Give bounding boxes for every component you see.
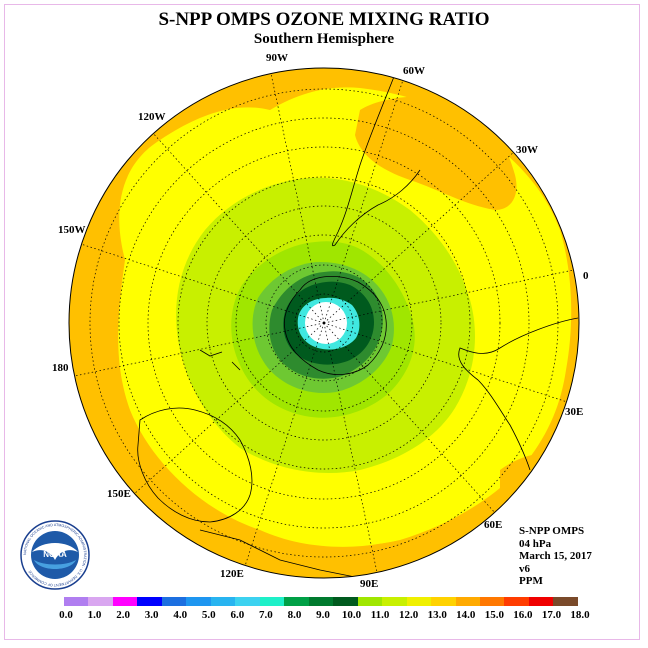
colorbar-tick-label: 11.0: [370, 609, 390, 621]
patch-orange-ne: [355, 96, 517, 210]
map-title: S-NPP OMPS OZONE MIXING RATIO: [158, 9, 490, 30]
noaa-logo: NOAA NATIONAL OCEANIC AND ATMOSPHERIC AD…: [20, 520, 90, 590]
colorbar-segment: [284, 597, 309, 606]
logo-text: NOAA: [43, 550, 67, 559]
meridian-line: [243, 322, 325, 571]
band-white-center: [305, 302, 347, 344]
longitude-label: 60E: [484, 519, 503, 531]
coast-antarctica: [283, 275, 387, 375]
coastlines: [137, 73, 579, 578]
colorbar-segment: [64, 597, 89, 606]
colorbar-tick-label: 8.0: [287, 609, 302, 621]
colorbar-tick-label: 3.0: [144, 609, 159, 621]
coast-asia-islands: [199, 529, 361, 578]
colorbar-tick-label: 17.0: [541, 609, 562, 621]
colorbar-segment: [88, 597, 113, 606]
colorbar-segment: [357, 597, 383, 606]
colorbar-tick-label: 2.0: [116, 609, 130, 621]
meridian-line: [69, 322, 325, 378]
colorbar-segment: [112, 597, 138, 606]
coast-new-zealand: [199, 349, 241, 371]
map-border: [68, 67, 580, 579]
meridians: [69, 68, 579, 578]
meridian-line: [149, 129, 325, 324]
info-block: S-NPP OMPS 04 hPa March 15, 2017 v6 PPM: [519, 525, 592, 588]
meridian-line: [76, 242, 325, 324]
meridian-line: [323, 322, 379, 578]
longitude-label: 90E: [360, 578, 379, 590]
patch-orange-s: [290, 490, 540, 578]
meridian-line: [269, 68, 325, 324]
meridian-line: [323, 148, 518, 324]
longitude-label: 0: [583, 270, 589, 282]
meridian-line: [323, 268, 579, 324]
longitude-label: 120W: [138, 111, 166, 123]
colorbar-segment: [406, 597, 432, 606]
colorbar-tick-label: 5.0: [201, 609, 216, 621]
info-level: 04 hPa: [519, 537, 552, 550]
colorbar-segment: [553, 597, 578, 606]
map-subtitle: Southern Hemisphere: [253, 31, 395, 47]
colorbar-segment: [382, 597, 407, 606]
longitude-label: 150W: [58, 224, 86, 236]
colorbar-tick-label: 7.0: [259, 609, 273, 621]
coast-australia: [137, 407, 253, 523]
colorbar-segment: [308, 597, 334, 606]
longitude-label: 150E: [107, 488, 131, 500]
longitude-label: 60W: [403, 65, 425, 77]
colorbar-tick-label: 10.0: [341, 609, 362, 621]
coast-south-america: [332, 73, 421, 247]
longitude-label: 180: [52, 362, 69, 374]
colorbar-tick-label: 4.0: [173, 609, 188, 621]
colorbar-tick-label: 14.0: [456, 609, 476, 621]
coast-africa: [458, 317, 579, 471]
colorbar-segment: [161, 597, 187, 606]
colorbar-tick-label: 6.0: [230, 609, 245, 621]
colorbar-segment: [259, 597, 285, 606]
colorbar-tick-label: 12.0: [399, 609, 419, 621]
info-units: PPM: [519, 575, 543, 587]
meridian-line: [323, 322, 499, 517]
colorbar-segment: [235, 597, 260, 606]
colorbar-tick-label: 15.0: [484, 609, 504, 621]
colorbar-tick-label: 9.0: [316, 609, 330, 621]
colorbar-tick-label: 18.0: [570, 609, 590, 621]
longitude-label: 120E: [220, 568, 244, 580]
info-date: March 15, 2017: [519, 550, 592, 562]
latitude-circles: [89, 88, 559, 558]
meridian-line: [323, 75, 405, 324]
info-product: S-NPP OMPS: [519, 525, 585, 537]
colorbar-segment: [479, 597, 505, 606]
colorbar-segment: [504, 597, 529, 606]
colorbar-segment: [333, 597, 358, 606]
colorbar-segment: [455, 597, 480, 606]
colorbar-tick-label: 13.0: [427, 609, 447, 621]
colorbar-tick-label: 1.0: [87, 609, 102, 621]
colorbar-tick-label: 0.0: [59, 609, 73, 621]
colorbar-segment: [528, 597, 554, 606]
longitude-label: 30E: [565, 406, 584, 418]
colorbar-segment: [431, 597, 456, 606]
longitude-label: 90W: [266, 52, 288, 64]
longitude-label: 30W: [516, 144, 538, 156]
colorbar-segment: [186, 597, 211, 606]
colorbar-segment: [210, 597, 236, 606]
meridian-line: [130, 322, 325, 498]
colorbar-tick-label: 16.0: [513, 609, 533, 621]
colorbar-segment: [137, 597, 162, 606]
info-version: v6: [519, 562, 530, 575]
figure-frame: [4, 4, 640, 640]
meridian-line: [323, 322, 572, 404]
colorbar: [64, 597, 578, 606]
